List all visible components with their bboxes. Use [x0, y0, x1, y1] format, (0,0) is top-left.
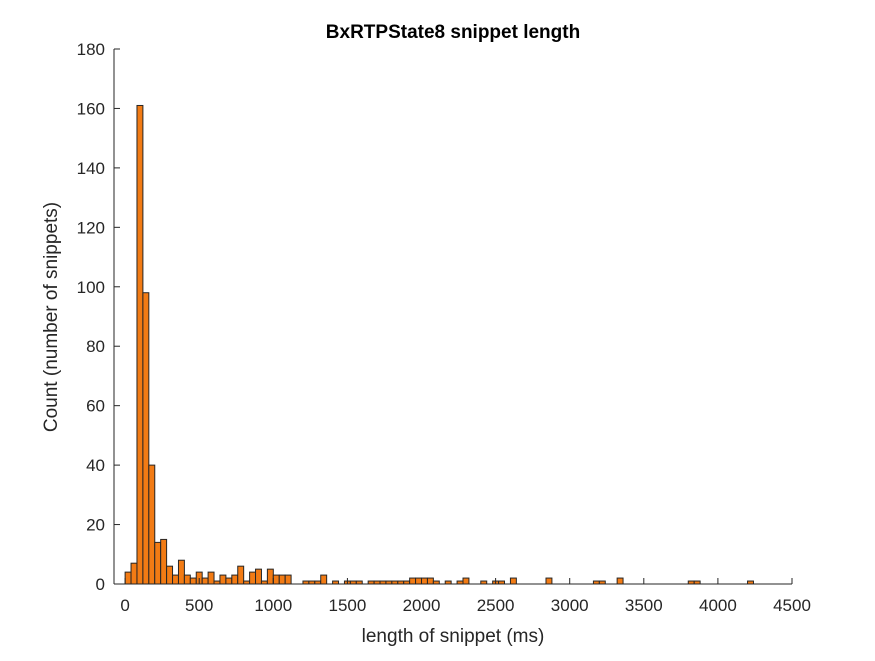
y-tick-label: 140: [77, 159, 105, 178]
histogram-bar: [219, 574, 227, 585]
x-tick-label: 4500: [773, 596, 811, 615]
histogram-bar: [124, 571, 132, 585]
y-tick-label: 160: [77, 99, 105, 118]
histogram-bar: [249, 571, 257, 585]
histogram-bar: [207, 571, 215, 585]
bars-group: [124, 104, 754, 585]
x-tick-label: 1500: [328, 596, 366, 615]
y-tick-label: 120: [77, 218, 105, 237]
histogram-bar: [255, 568, 262, 585]
x-tick-label: 500: [185, 596, 213, 615]
x-tick-label: 2000: [403, 596, 441, 615]
y-axis-label: Count (number of snippets): [41, 202, 62, 432]
x-tick-label: 3000: [551, 596, 589, 615]
histogram-bar: [278, 574, 286, 585]
histogram-bar: [172, 574, 179, 585]
histogram-bar: [136, 104, 144, 585]
y-tick-label: 20: [86, 516, 105, 535]
x-tick-label: 4000: [699, 596, 737, 615]
y-tick-label: 60: [86, 397, 105, 416]
histogram-bar: [177, 559, 185, 585]
histogram-bar: [231, 574, 239, 585]
histogram-bar: [509, 577, 517, 585]
histogram-bar: [189, 577, 197, 585]
histogram-bar: [148, 464, 156, 585]
histogram-bar: [266, 568, 274, 585]
y-tick-label: 100: [77, 278, 105, 297]
x-axis-label: length of snippet (ms): [362, 626, 545, 647]
histogram-bar: [237, 565, 245, 585]
axes-group: 0 500 1000 1500 2000 2500 3000 3500 4000 4500 0 20 4…: [77, 40, 811, 615]
histogram-bar: [545, 577, 553, 585]
histogram-bar: [320, 574, 328, 585]
histogram-bar: [183, 574, 191, 585]
x-tick-label: 0: [120, 596, 129, 615]
x-tick-label: 3500: [625, 596, 663, 615]
histogram-bar: [130, 562, 138, 585]
y-tick-label: 0: [96, 575, 105, 594]
histogram-bar: [154, 541, 162, 585]
histogram-bar: [142, 292, 150, 585]
y-tick-label: 80: [86, 337, 105, 356]
histogram-bar: [225, 577, 233, 585]
histogram-bar: [421, 577, 428, 585]
histogram-bar: [201, 577, 209, 585]
histogram-bar: [160, 538, 168, 585]
x-tick-label: 2500: [477, 596, 515, 615]
chart-title: BxRTPState8 snippet length: [326, 22, 580, 43]
histogram-bar: [166, 565, 174, 585]
x-tick-label: 1000: [254, 596, 292, 615]
y-tick-label: 180: [77, 40, 105, 59]
histogram-bar: [462, 577, 470, 585]
histogram-bar: [409, 577, 417, 585]
histogram-bar: [616, 577, 624, 585]
histogram-bar: [426, 577, 434, 585]
y-tick-label: 40: [86, 456, 105, 475]
histogram-bar: [415, 577, 423, 585]
histogram-bar: [272, 574, 280, 585]
histogram-bar: [284, 574, 292, 585]
